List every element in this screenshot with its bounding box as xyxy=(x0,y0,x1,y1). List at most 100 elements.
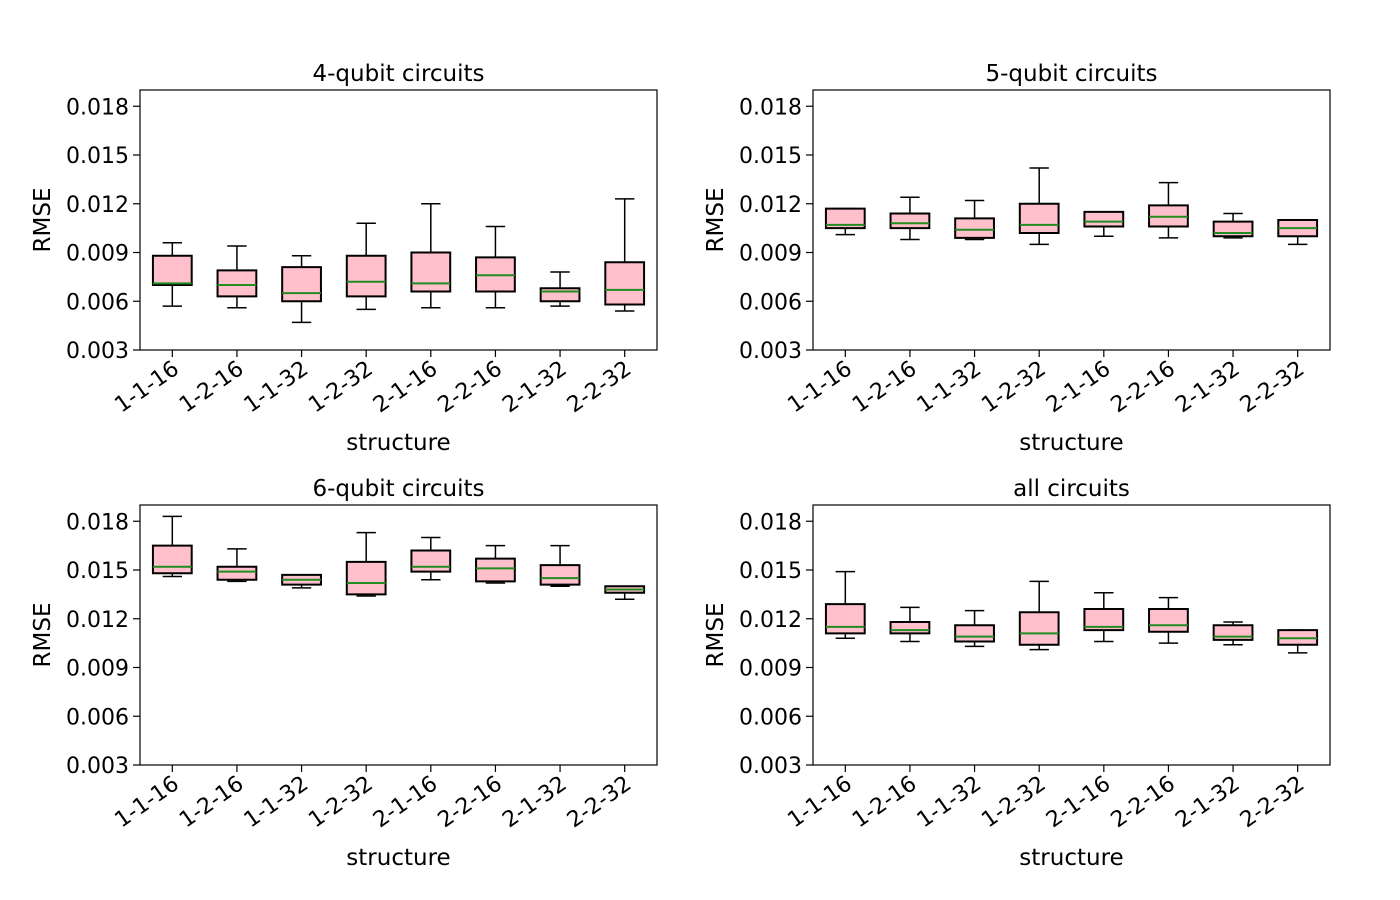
panel-title: 6-qubit circuits xyxy=(312,476,484,502)
box-1-2-16 xyxy=(889,196,931,241)
x-axis-label: structure xyxy=(346,845,450,871)
iqr-box xyxy=(475,557,516,583)
y-tick-label: 0.003 xyxy=(66,339,129,364)
y-tick-label: 0.012 xyxy=(66,608,129,633)
y-tick-label: 0.015 xyxy=(66,559,129,584)
y-tick-label: 0.003 xyxy=(739,754,802,779)
y-tick-label: 0.018 xyxy=(66,510,129,535)
y-tick-label: 0.018 xyxy=(739,95,802,120)
panel-1: 4-qubit circuits 0.003 0.006 0.009 0.012 0.01… xyxy=(30,61,658,456)
iqr-box xyxy=(151,254,193,286)
box-1-2-16 xyxy=(216,548,258,583)
y-tick-label: 0.015 xyxy=(739,144,802,169)
box-2-1-32 xyxy=(1212,212,1254,239)
box-2-2-32 xyxy=(604,198,646,312)
panel-title: 5-qubit circuits xyxy=(985,61,1157,87)
box-1-2-16 xyxy=(216,245,258,309)
y-tick-label: 0.003 xyxy=(739,339,802,364)
box-1-2-32 xyxy=(345,531,387,597)
iqr-box xyxy=(216,565,258,581)
y-axis-label: RMSE xyxy=(703,188,729,253)
box-2-1-16 xyxy=(1083,592,1125,643)
iqr-box xyxy=(345,254,387,298)
x-axis-label: structure xyxy=(1019,845,1123,871)
box-2-2-32 xyxy=(1277,219,1319,246)
box-2-1-16 xyxy=(410,536,452,581)
iqr-box xyxy=(539,287,581,303)
iqr-box xyxy=(889,212,931,230)
box-1-2-32 xyxy=(345,222,387,311)
iqr-box xyxy=(345,560,387,596)
iqr-box xyxy=(410,251,452,293)
iqr-box xyxy=(539,564,581,586)
y-axis-label: RMSE xyxy=(30,188,56,253)
panel-title: 4-qubit circuits xyxy=(312,61,484,87)
box-1-2-32 xyxy=(1018,167,1060,246)
panel-title: all circuits xyxy=(1013,476,1130,502)
y-tick-label: 0.006 xyxy=(739,290,802,315)
iqr-box xyxy=(1083,210,1125,228)
iqr-box xyxy=(1212,624,1254,641)
box-2-2-16 xyxy=(475,544,516,584)
y-tick-label: 0.006 xyxy=(739,705,802,730)
y-tick-label: 0.006 xyxy=(66,705,129,730)
iqr-box xyxy=(1148,608,1189,633)
y-tick-label: 0.009 xyxy=(66,242,129,267)
box-2-2-16 xyxy=(1148,181,1189,239)
box-2-1-16 xyxy=(410,203,452,309)
y-tick-label: 0.018 xyxy=(66,95,129,120)
iqr-box xyxy=(151,544,193,575)
box-2-2-16 xyxy=(1148,596,1189,644)
box-2-1-32 xyxy=(539,544,581,587)
iqr-box xyxy=(281,266,322,303)
y-tick-label: 0.015 xyxy=(739,559,802,584)
box-2-2-32 xyxy=(604,585,646,600)
iqr-box xyxy=(954,624,995,643)
y-tick-label: 0.012 xyxy=(66,193,129,218)
y-tick-label: 0.012 xyxy=(739,608,802,633)
iqr-box xyxy=(1018,202,1060,234)
y-axis-label: RMSE xyxy=(703,603,729,668)
iqr-box xyxy=(824,207,866,230)
y-tick-label: 0.018 xyxy=(739,510,802,535)
axes-frame xyxy=(139,89,658,351)
box-1-1-16 xyxy=(151,242,193,307)
y-tick-label: 0.006 xyxy=(66,290,129,315)
box-2-1-32 xyxy=(1212,621,1254,646)
y-tick-label: 0.009 xyxy=(66,657,129,682)
box-1-1-16 xyxy=(151,515,193,578)
axes-frame xyxy=(139,504,658,766)
box-1-1-16 xyxy=(824,207,866,236)
iqr-box xyxy=(604,261,646,306)
box-1-1-32 xyxy=(281,255,322,324)
x-axis-label: structure xyxy=(1019,430,1123,456)
iqr-box xyxy=(954,217,995,239)
iqr-box xyxy=(216,269,258,298)
axes-frame xyxy=(812,504,1331,766)
box-2-1-16 xyxy=(1083,210,1125,237)
y-tick-label: 0.009 xyxy=(739,242,802,267)
box-1-1-32 xyxy=(954,609,995,648)
box-2-2-16 xyxy=(475,225,516,309)
y-tick-label: 0.009 xyxy=(739,657,802,682)
iqr-box xyxy=(1018,611,1060,646)
iqr-box xyxy=(1083,608,1125,632)
box-1-2-32 xyxy=(1018,580,1060,651)
box-1-2-16 xyxy=(889,606,931,643)
y-tick-label: 0.015 xyxy=(66,144,129,169)
axes-frame xyxy=(812,89,1331,351)
box-1-1-32 xyxy=(281,573,322,589)
box-2-1-32 xyxy=(539,271,581,307)
y-tick-label: 0.012 xyxy=(739,193,802,218)
y-axis-label: RMSE xyxy=(30,603,56,668)
x-axis-label: structure xyxy=(346,430,450,456)
y-tick-label: 0.003 xyxy=(66,754,129,779)
iqr-box xyxy=(889,621,931,635)
box-2-2-32 xyxy=(1277,629,1319,654)
iqr-box xyxy=(1212,220,1254,238)
iqr-box xyxy=(410,549,452,573)
iqr-box xyxy=(824,603,866,635)
box-1-1-32 xyxy=(954,199,995,241)
